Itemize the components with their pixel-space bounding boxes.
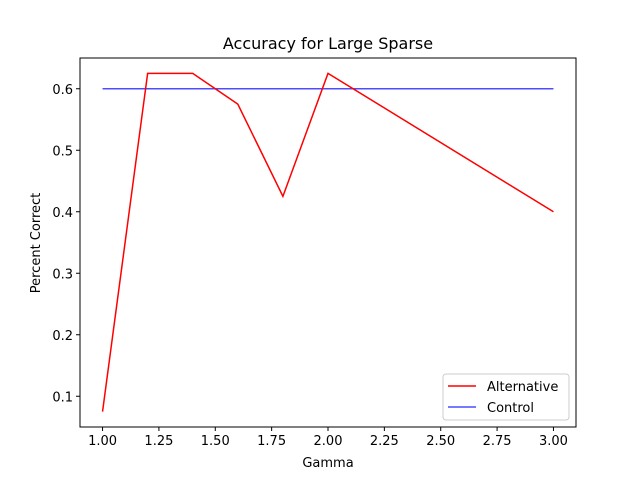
x-tick-label: 1.75 [257, 434, 286, 449]
x-tick-label: 2.50 [426, 434, 455, 449]
series-line-alternative [101, 72, 554, 412]
y-tick-label: 0.5 [52, 144, 73, 159]
x-axis-label: Gamma [302, 456, 353, 471]
x-axis: 1.00 1.25 1.50 1.75 2.00 2.25 2.50 2.75 3.00 [88, 427, 568, 449]
y-tick-label: 0.6 [52, 83, 73, 98]
y-tick-label: 0.1 [52, 390, 73, 405]
legend-entry-alternative: Alternative [487, 380, 558, 395]
x-tick-label: 3.00 [539, 434, 568, 449]
x-tick-label: 2.00 [314, 434, 343, 449]
y-axis-label: Percent Correct [29, 193, 44, 294]
x-tick-label: 1.25 [144, 434, 173, 449]
chart-title: Accuracy for Large Sparse [223, 34, 433, 53]
plot-area [101, 72, 554, 412]
y-tick-label: 0.4 [52, 206, 73, 221]
y-tick-label: 0.2 [52, 329, 73, 344]
y-axis: 0.1 0.2 0.3 0.4 0.5 0.6 [52, 83, 80, 405]
x-tick-label: 1.50 [201, 434, 230, 449]
x-tick-label: 2.25 [370, 434, 399, 449]
x-tick-label: 2.75 [483, 434, 512, 449]
y-tick-label: 0.3 [52, 267, 73, 282]
legend-entry-control: Control [487, 401, 534, 416]
legend: Alternative Control [442, 373, 570, 421]
x-tick-label: 1.00 [88, 434, 117, 449]
